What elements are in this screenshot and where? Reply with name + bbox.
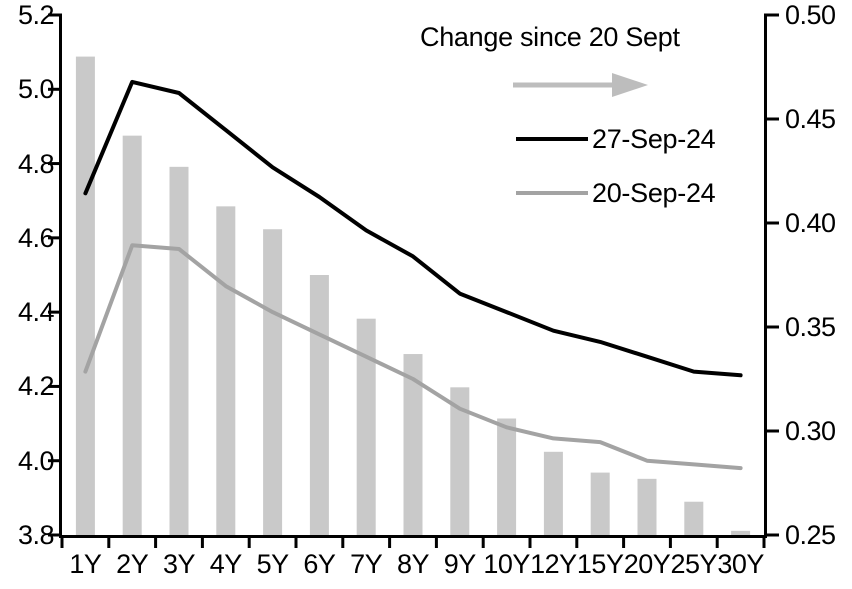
left-axis-label-5.2: 5.2 (17, 0, 55, 30)
right-axis-label-0.30: 0.30 (785, 416, 836, 446)
left-axis-label-4.8: 4.8 (17, 148, 55, 179)
bar-change-30Y (731, 530, 751, 535)
left-axis-label-4.0: 4.0 (17, 445, 55, 476)
x-axis-label-8Y: 8Y (396, 549, 430, 579)
x-axis-label-12Y: 12Y (530, 549, 577, 579)
left-axis-label-3.8: 3.8 (17, 520, 55, 550)
bar-change-15Y (590, 472, 610, 535)
legend-bar-series-label: Change since 20 Sept (420, 22, 680, 52)
x-axis-label-3Y: 3Y (162, 549, 196, 579)
right-axis-label-0.40: 0.40 (785, 208, 836, 238)
x-axis-label-7Y: 7Y (350, 549, 383, 579)
bar-change-1Y (75, 56, 95, 535)
x-axis-label-4Y: 4Y (209, 549, 243, 579)
right-axis-label-0.50: 0.50 (785, 0, 836, 30)
left-axis-label-5.0: 5.0 (17, 74, 55, 105)
line-series-20-Sep-24 (83, 243, 743, 471)
right-axis-label-0.35: 0.35 (785, 312, 836, 342)
bar-change-8Y (403, 354, 423, 535)
bar-change-7Y (356, 318, 376, 535)
x-axis-label-30Y: 30Y (717, 549, 764, 579)
bar-change-20Y (637, 478, 657, 535)
right-axis-label-0.25: 0.25 (785, 520, 836, 550)
x-axis-label-9Y: 9Y (443, 549, 477, 579)
bar-change-3Y (169, 166, 189, 535)
x-axis-label-1Y: 1Y (69, 549, 102, 579)
bar-change-4Y (216, 206, 236, 536)
x-axis-label-6Y: 6Y (303, 549, 336, 579)
x-axis-label-2Y: 2Y (116, 549, 149, 579)
x-axis-label-25Y: 25Y (670, 549, 718, 579)
legend-entry-20-sep: 20-Sep-24 (592, 178, 716, 208)
bar-change-25Y (684, 501, 704, 535)
bar-change-10Y (497, 418, 517, 535)
right-axis-label-0.45: 0.45 (785, 104, 836, 134)
bar-change-2Y (122, 135, 142, 535)
legend-entry-27-sep: 27-Sep-24 (592, 124, 716, 154)
bar-change-9Y (450, 387, 470, 535)
legend-right-axis-arrow-head (612, 73, 648, 97)
bar-change-6Y (309, 275, 329, 535)
bar-change-5Y (263, 229, 283, 536)
x-axis-label-5Y: 5Y (256, 549, 290, 579)
x-axis-label-20Y: 20Y (623, 549, 671, 579)
left-axis-label-4.6: 4.6 (17, 222, 55, 253)
line-series-27-Sep-24 (83, 79, 743, 378)
bar-change-12Y (543, 451, 563, 535)
x-axis-label-15Y: 15Y (576, 549, 624, 579)
x-axis-label-10Y: 10Y (483, 549, 530, 579)
left-axis-label-4.2: 4.2 (17, 371, 55, 402)
left-axis-label-4.4: 4.4 (17, 297, 55, 328)
